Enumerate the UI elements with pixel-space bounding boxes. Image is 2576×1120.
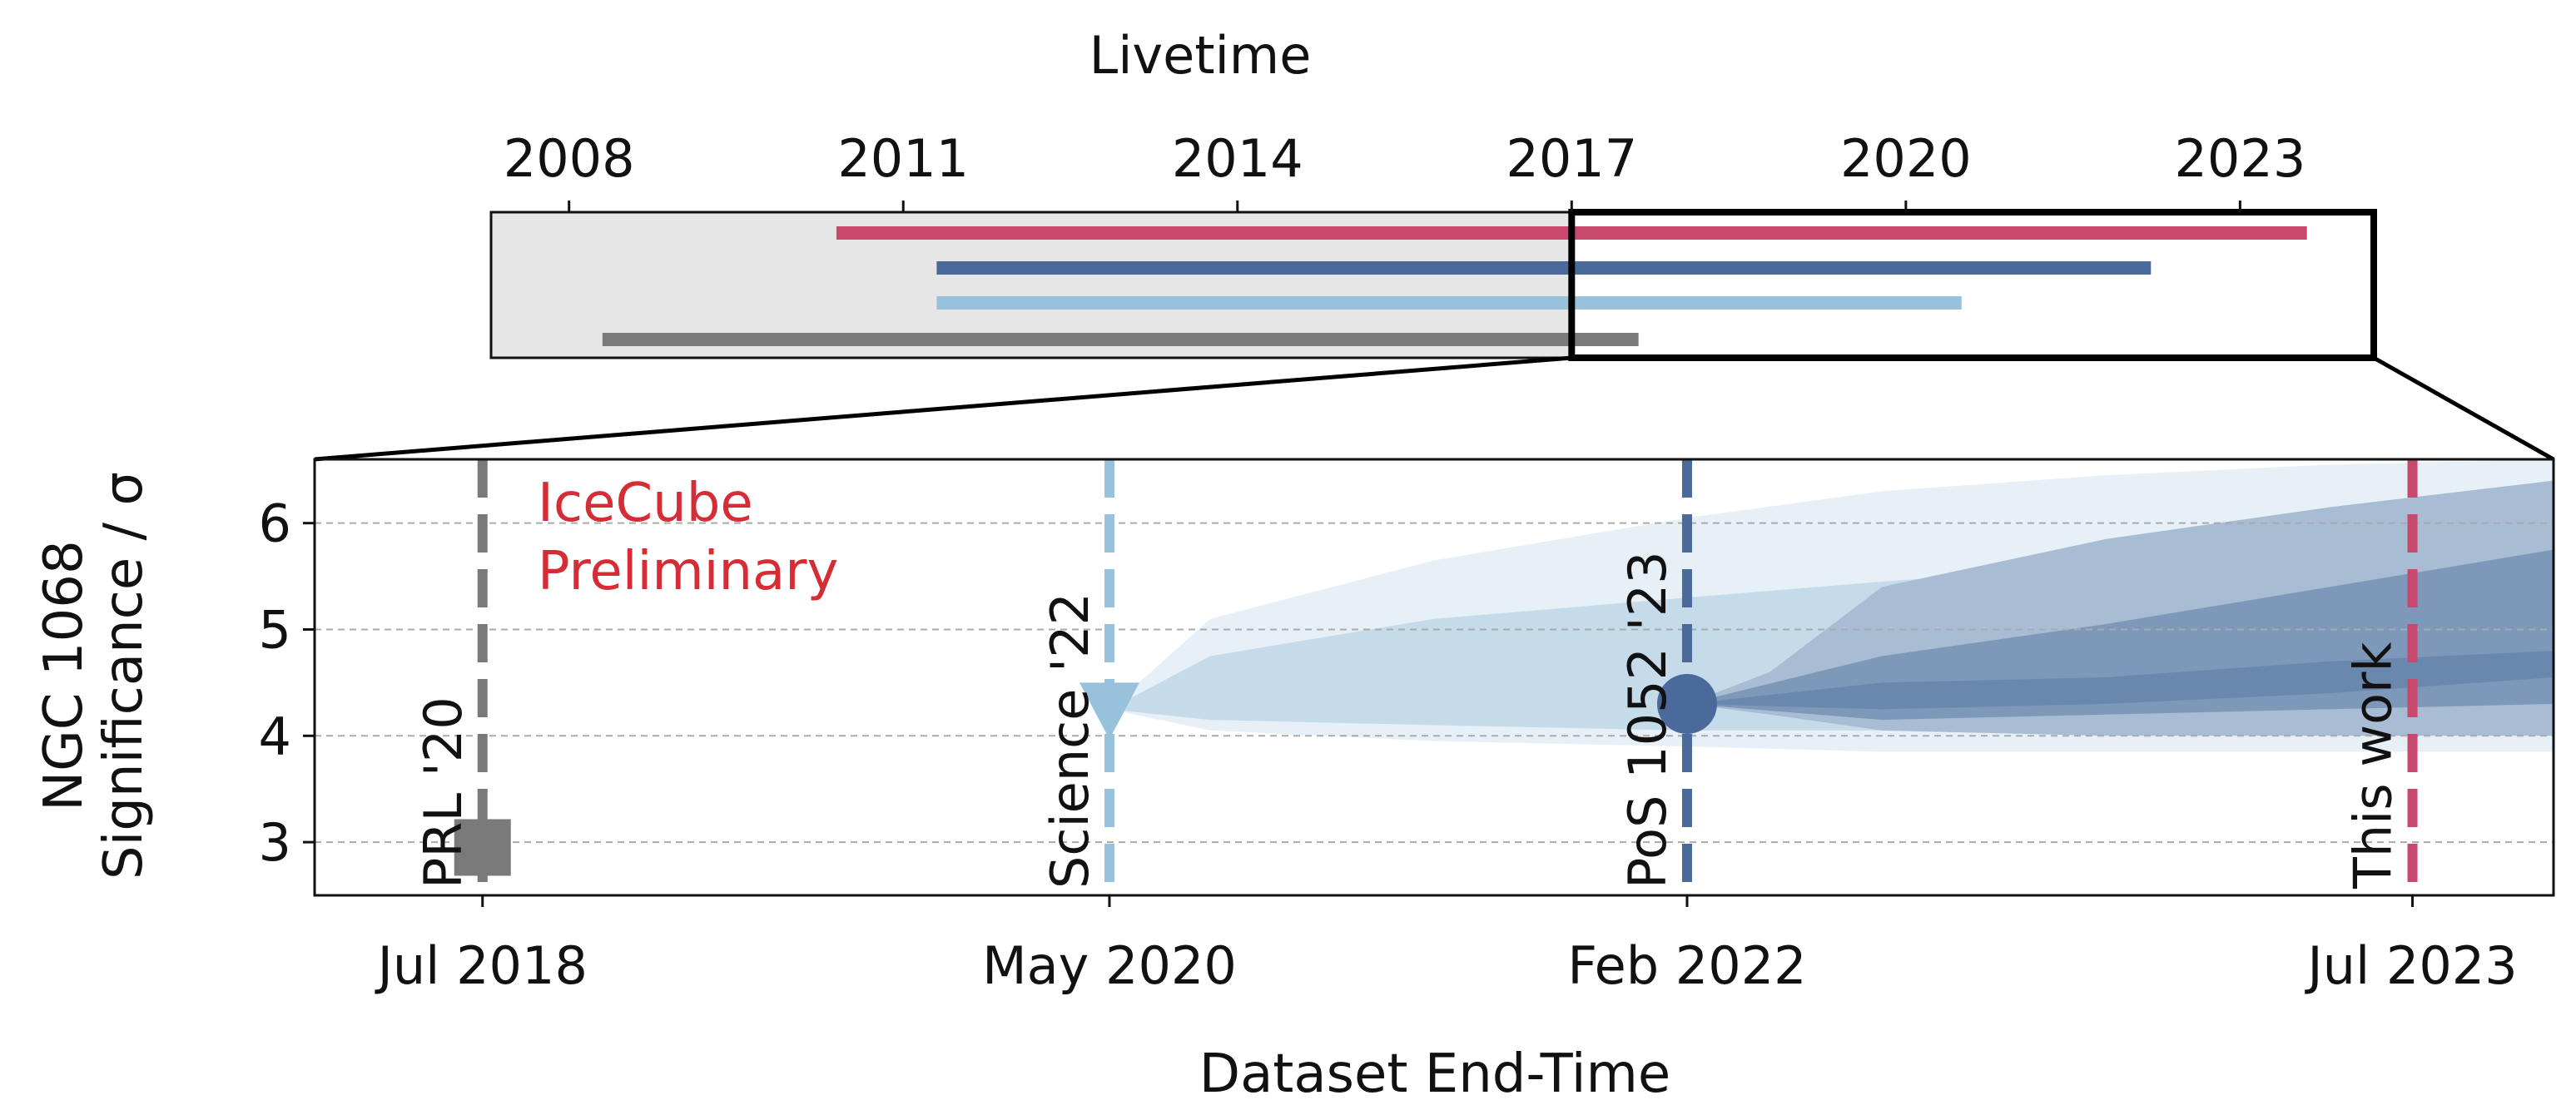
livetime-tick-label: 2008 (504, 128, 635, 189)
significance-bands (1109, 459, 2554, 752)
y-tick-label: 3 (259, 812, 291, 873)
livetime-tick-label: 2023 (2174, 128, 2305, 189)
livetime-tick-label: 2017 (1506, 128, 1637, 189)
zoom-connector-left (314, 355, 1572, 462)
marker-labels: PRL '20 Science '22 PoS 1052 '23 This work (413, 551, 2404, 890)
livetime-title: Livetime (1089, 25, 1312, 86)
x-axis-ticks: Jul 2018 May 2020 Feb 2022 Jul 2023 (375, 895, 2518, 996)
zoom-connector-lines (314, 355, 2555, 462)
y-tick-label: 5 (259, 599, 291, 660)
y-gridlines (315, 522, 2554, 844)
zoom-box (1568, 209, 2378, 361)
x-tick-label: May 2020 (982, 935, 1237, 996)
significance-band-4 (1686, 651, 2554, 710)
y-axis-label-line1: NGC 1068 (33, 540, 95, 810)
icecube-annotation-line1: IceCube (538, 473, 753, 534)
marker-label-0: PRL '20 (413, 696, 474, 889)
icecube-annotation-line2: Preliminary (538, 541, 838, 602)
livetime-tick-label: 2020 (1840, 128, 1972, 189)
marker-label-2: PoS 1052 '23 (1617, 551, 1678, 889)
y-axis-label-line2: Significance / σ (93, 472, 155, 880)
significance-panel: PRL '20 Science '22 PoS 1052 '23 This work … (33, 458, 2555, 1105)
livetime-tick-label: 2011 (837, 128, 969, 189)
x-axis-label: Dataset End-Time (1199, 1043, 1670, 1105)
livetime-tick-label: 2014 (1172, 128, 1303, 189)
marker-prl-square (454, 819, 511, 876)
x-tick-label: Feb 2022 (1567, 935, 1806, 996)
livetime-x-ticks: 2008 2011 2014 2017 2020 2023 (504, 128, 2305, 212)
significance-markers (454, 673, 1717, 876)
significance-frame (313, 458, 2555, 897)
y-tick-label: 6 (259, 493, 291, 554)
marker-pos-circle (1656, 673, 1717, 734)
x-tick-label: Jul 2023 (2304, 935, 2517, 996)
marker-science-triangle (1079, 682, 1139, 740)
marker-label-1: Science '22 (1040, 592, 1100, 889)
y-tick-label: 4 (259, 706, 291, 766)
x-tick-label: Jul 2018 (375, 935, 588, 996)
marker-label-3: This work (2343, 642, 2404, 890)
zoom-connector-right (2372, 355, 2555, 462)
livetime-panel: 2008 2011 2014 2017 2020 2023 Livetime (489, 25, 2378, 361)
y-axis-ticks: 3 4 5 6 (259, 493, 315, 873)
